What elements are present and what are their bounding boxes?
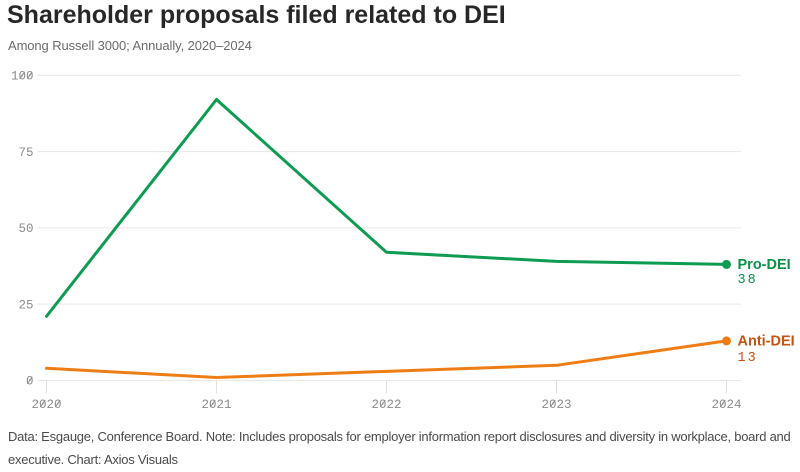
svg-text:2021: 2021 <box>201 398 231 412</box>
svg-text:2023: 2023 <box>541 398 571 412</box>
svg-text:75: 75 <box>18 146 33 160</box>
svg-text:25: 25 <box>18 298 33 312</box>
svg-text:Pro-DEI: Pro-DEI <box>738 257 791 273</box>
svg-text:2020: 2020 <box>31 398 61 412</box>
svg-text:13: 13 <box>738 351 758 366</box>
svg-text:2024: 2024 <box>711 398 741 412</box>
svg-text:50: 50 <box>18 222 33 236</box>
svg-text:0: 0 <box>26 375 34 389</box>
svg-text:2022: 2022 <box>371 398 401 412</box>
svg-text:Anti-DEI: Anti-DEI <box>738 334 795 350</box>
svg-text:38: 38 <box>738 273 758 288</box>
svg-text:100: 100 <box>11 70 34 84</box>
